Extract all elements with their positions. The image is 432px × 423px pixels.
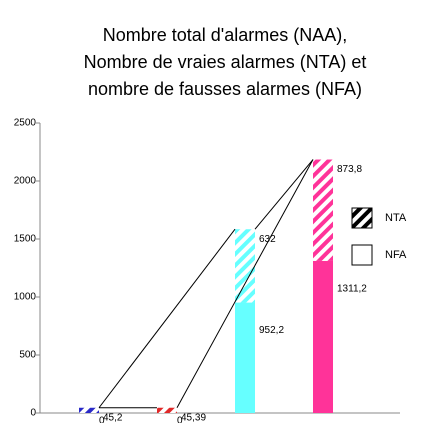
legend-swatch (351, 207, 373, 229)
leader-line (176, 159, 314, 408)
bar-segment (157, 407, 177, 413)
data-label: 45,39 (181, 412, 206, 423)
y-tick-label: 0 (30, 408, 36, 419)
data-label: 952,2 (259, 325, 284, 336)
data-label: 0 (99, 416, 105, 423)
chart-title: Nombre de vraies alarmes (NTA) et (84, 52, 367, 72)
bar-segment (313, 260, 333, 413)
y-tick-label: 2000 (14, 176, 37, 187)
bar-segment (79, 407, 99, 413)
data-label: 873,8 (337, 164, 362, 175)
chart-title: Nombre total d'alarmes (NAA), (103, 25, 348, 45)
y-tick-label: 500 (19, 350, 36, 361)
chart-title: nombre de fausses alarmes (NFA) (88, 79, 362, 99)
data-label: 1311,2 (337, 284, 367, 295)
bar-segment (235, 229, 255, 303)
data-label: 632 (259, 234, 276, 245)
bar-segment (235, 302, 255, 413)
legend-swatch (351, 244, 373, 266)
y-tick-label: 1000 (14, 292, 37, 303)
data-label: 0 (177, 416, 183, 423)
data-label: 45,2 (103, 412, 123, 423)
y-tick-label: 2500 (14, 118, 37, 129)
y-tick-label: 1500 (14, 234, 37, 245)
legend-label: NFA (385, 249, 407, 261)
bar-segment (313, 159, 333, 261)
legend-label: NTA (385, 212, 407, 224)
leader-line (98, 228, 236, 409)
leader-line (254, 159, 314, 230)
